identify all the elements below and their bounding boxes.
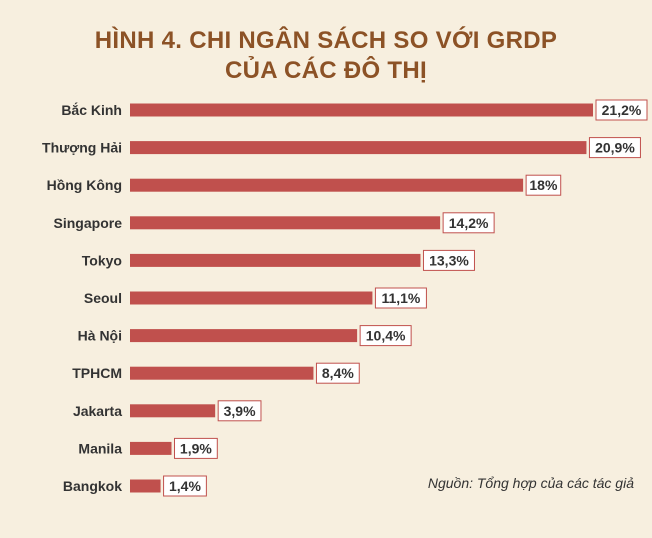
chart-title-block: HÌNH 4. CHI NGÂN SÁCH SO VỚI GRDP CỦA CÁ… xyxy=(0,26,652,86)
data-label: 18% xyxy=(529,177,558,193)
data-label-box xyxy=(422,249,475,271)
data-label: 21,2% xyxy=(602,102,642,118)
bar xyxy=(130,141,587,155)
data-label: 20,9% xyxy=(595,140,635,156)
bar xyxy=(130,329,358,343)
data-label: 8,4% xyxy=(322,365,354,381)
data-label: 13,3% xyxy=(429,252,469,268)
category-label: Bắc Kinh xyxy=(61,101,122,118)
data-label: 11,1% xyxy=(381,290,420,306)
category-label: Bangkok xyxy=(63,478,122,494)
data-label-box xyxy=(217,400,262,422)
bar xyxy=(130,291,373,305)
category-label: Singapore xyxy=(54,215,123,231)
category-label: Jakarta xyxy=(73,403,122,419)
bar xyxy=(130,178,524,192)
source-note: Nguồn: Tổng hợp của các tác giả xyxy=(427,475,634,491)
data-label-box xyxy=(525,174,562,196)
bar xyxy=(130,253,421,267)
category-label: Tokyo xyxy=(82,252,122,268)
data-label-box xyxy=(359,325,412,347)
data-label: 14,2% xyxy=(449,215,489,231)
data-label-box xyxy=(315,362,360,384)
data-label-box xyxy=(588,137,641,159)
category-label: Hồng Kông xyxy=(47,177,122,193)
category-label: Hà Nội xyxy=(78,328,122,344)
chart-subtitle: CỦA CÁC ĐÔ THỊ xyxy=(225,57,427,84)
data-label: 3,9% xyxy=(224,403,256,419)
bar xyxy=(130,479,161,493)
data-label-box xyxy=(442,212,495,234)
data-label-box xyxy=(374,287,427,309)
data-label: 1,9% xyxy=(180,440,212,456)
bar xyxy=(130,216,441,230)
data-label-box xyxy=(163,475,207,497)
bar xyxy=(130,103,593,117)
data-label-box xyxy=(173,437,218,459)
data-label: 10,4% xyxy=(366,328,406,344)
category-label: Manila xyxy=(78,440,122,456)
bar xyxy=(130,366,314,380)
bar xyxy=(130,441,172,455)
category-label: Seoul xyxy=(84,290,122,306)
data-label: 1,4% xyxy=(169,478,201,494)
bar xyxy=(130,404,216,418)
data-label-box xyxy=(595,99,648,121)
category-label: TPHCM xyxy=(72,365,122,381)
category-label: Thượng Hải xyxy=(42,140,122,156)
chart-title: HÌNH 4. CHI NGÂN SÁCH SO VỚI GRDP xyxy=(94,27,558,54)
